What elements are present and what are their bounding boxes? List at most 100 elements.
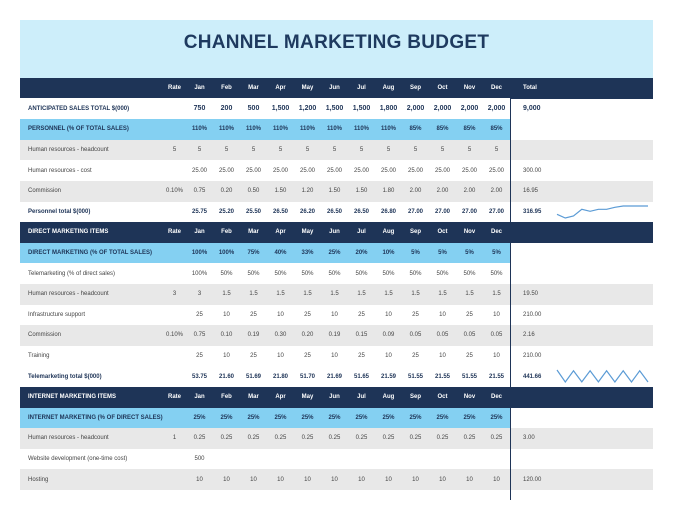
month-cell: 0.10	[220, 332, 233, 339]
row-label: Personnel total $(000)	[28, 208, 91, 215]
rate-cell	[162, 490, 187, 500]
month-cell: 27.00	[461, 208, 477, 215]
row-label: PERSONNEL (% OF TOTAL SALES)	[28, 126, 129, 133]
month-cell: 21.55	[434, 373, 450, 380]
total-cell	[523, 408, 563, 429]
month-cell: 0.25	[301, 435, 314, 442]
month-cell: Nov	[463, 229, 476, 236]
month-cell: 25	[196, 311, 203, 318]
month-cell: 25%	[463, 414, 476, 421]
month-cell	[187, 490, 212, 500]
month-cell: 5	[224, 147, 229, 154]
row-label: Human resources - headcount	[28, 435, 109, 442]
month-cell: 85%	[463, 126, 476, 133]
month-cell: 0.75	[193, 332, 206, 339]
month-cell: 0.05	[409, 332, 422, 339]
month-cell: 85%	[409, 126, 422, 133]
month-cell: 2,000	[433, 105, 452, 113]
rate-cell: Rate	[167, 229, 181, 236]
month-cell: 50%	[274, 270, 287, 277]
table-row: Personnel total $(000) 25.75 25.20 25.50 26.…	[20, 201, 653, 223]
month-cell: 25%	[247, 414, 260, 421]
row-label: Human resources - headcount	[28, 147, 109, 154]
month-cell: 25.00	[191, 167, 207, 174]
month-cell: 21.59	[380, 373, 396, 380]
total-cell: 210.00	[523, 353, 542, 360]
month-cell: 5	[494, 147, 499, 154]
month-cell: 10	[304, 476, 311, 483]
rate-cell	[162, 346, 187, 367]
row-label: Infrastructure support	[28, 311, 86, 318]
month-cell: 5	[251, 147, 256, 154]
total-cell: 441.66	[523, 373, 542, 380]
total-cell	[523, 263, 563, 284]
rate-cell: 0.10%	[165, 332, 183, 339]
month-cell: 21.69	[326, 373, 342, 380]
month-cell: 25.00	[245, 167, 261, 174]
month-cell: 50%	[463, 270, 476, 277]
telemarketing-total-sparkline-line	[556, 370, 649, 384]
month-cell: 25	[466, 353, 473, 360]
title-banner: CHANNEL MARKETING BUDGET	[20, 20, 653, 78]
month-cell: 1,200	[298, 105, 317, 113]
month-cell: 50%	[301, 270, 314, 277]
total-cell: 300.00	[523, 167, 542, 174]
month-cell: 10	[493, 353, 500, 360]
month-cell: 1,500	[271, 105, 290, 113]
month-cell	[322, 449, 347, 470]
month-cell: 50%	[328, 270, 341, 277]
month-cell: 21.80	[272, 373, 288, 380]
month-cell: Aug	[382, 85, 395, 92]
rate-cell	[162, 99, 187, 120]
month-cell: Sep	[409, 85, 421, 92]
month-cell: Dec	[490, 85, 502, 92]
month-cell: 1,800	[379, 105, 398, 113]
month-cell	[241, 490, 266, 500]
month-cell: 51.55	[461, 373, 477, 380]
month-cell: 0.09	[382, 332, 395, 339]
month-cell: 10	[223, 476, 230, 483]
month-cell: 2,000	[460, 105, 479, 113]
month-cell: 10	[412, 476, 419, 483]
month-cell: 110%	[326, 126, 342, 133]
month-cell: 26.20	[299, 208, 315, 215]
month-cell: Jan	[194, 229, 205, 236]
month-cell: 2,000	[406, 105, 425, 113]
month-cell: 5	[359, 147, 364, 154]
month-cell: 25.00	[299, 167, 315, 174]
month-cell: 50%	[409, 270, 422, 277]
month-cell: 5%	[438, 250, 447, 257]
month-cell: 1,500	[352, 105, 371, 113]
month-cell: 10	[331, 353, 338, 360]
personnel-total-sparkline-line	[556, 204, 648, 219]
month-cell	[241, 449, 266, 470]
total-cell: 9,000	[523, 105, 541, 113]
month-cell: 33%	[301, 250, 314, 257]
rate-cell: Rate	[167, 85, 181, 92]
month-cell: 0.20	[301, 332, 314, 339]
month-cell: Jun	[329, 85, 340, 92]
month-cell: 1.50	[355, 188, 368, 195]
personnel-total-sparkline	[556, 204, 648, 219]
month-cell: 27.00	[434, 208, 450, 215]
row-label: Commission	[28, 188, 62, 195]
month-cell	[349, 449, 374, 470]
month-cell: 2.00	[463, 188, 476, 195]
month-cell: 0.20	[220, 188, 233, 195]
rate-cell	[162, 119, 187, 140]
month-cell: 2.00	[436, 188, 449, 195]
month-cell: 1.5	[303, 291, 312, 298]
month-cell: 25%	[328, 250, 341, 257]
month-cell: 10	[331, 311, 338, 318]
month-cell: 10	[493, 476, 500, 483]
total-cell: 120.00	[523, 476, 542, 483]
total-cell	[523, 449, 563, 470]
month-cell: 1.5	[330, 291, 339, 298]
month-cell: 25.00	[488, 167, 504, 174]
month-cell: Jun	[329, 394, 340, 401]
month-cell: 25	[304, 353, 311, 360]
month-cell: 25	[304, 311, 311, 318]
month-cell	[295, 449, 320, 470]
month-cell: 110%	[191, 126, 207, 133]
month-cell: 1.5	[465, 291, 474, 298]
